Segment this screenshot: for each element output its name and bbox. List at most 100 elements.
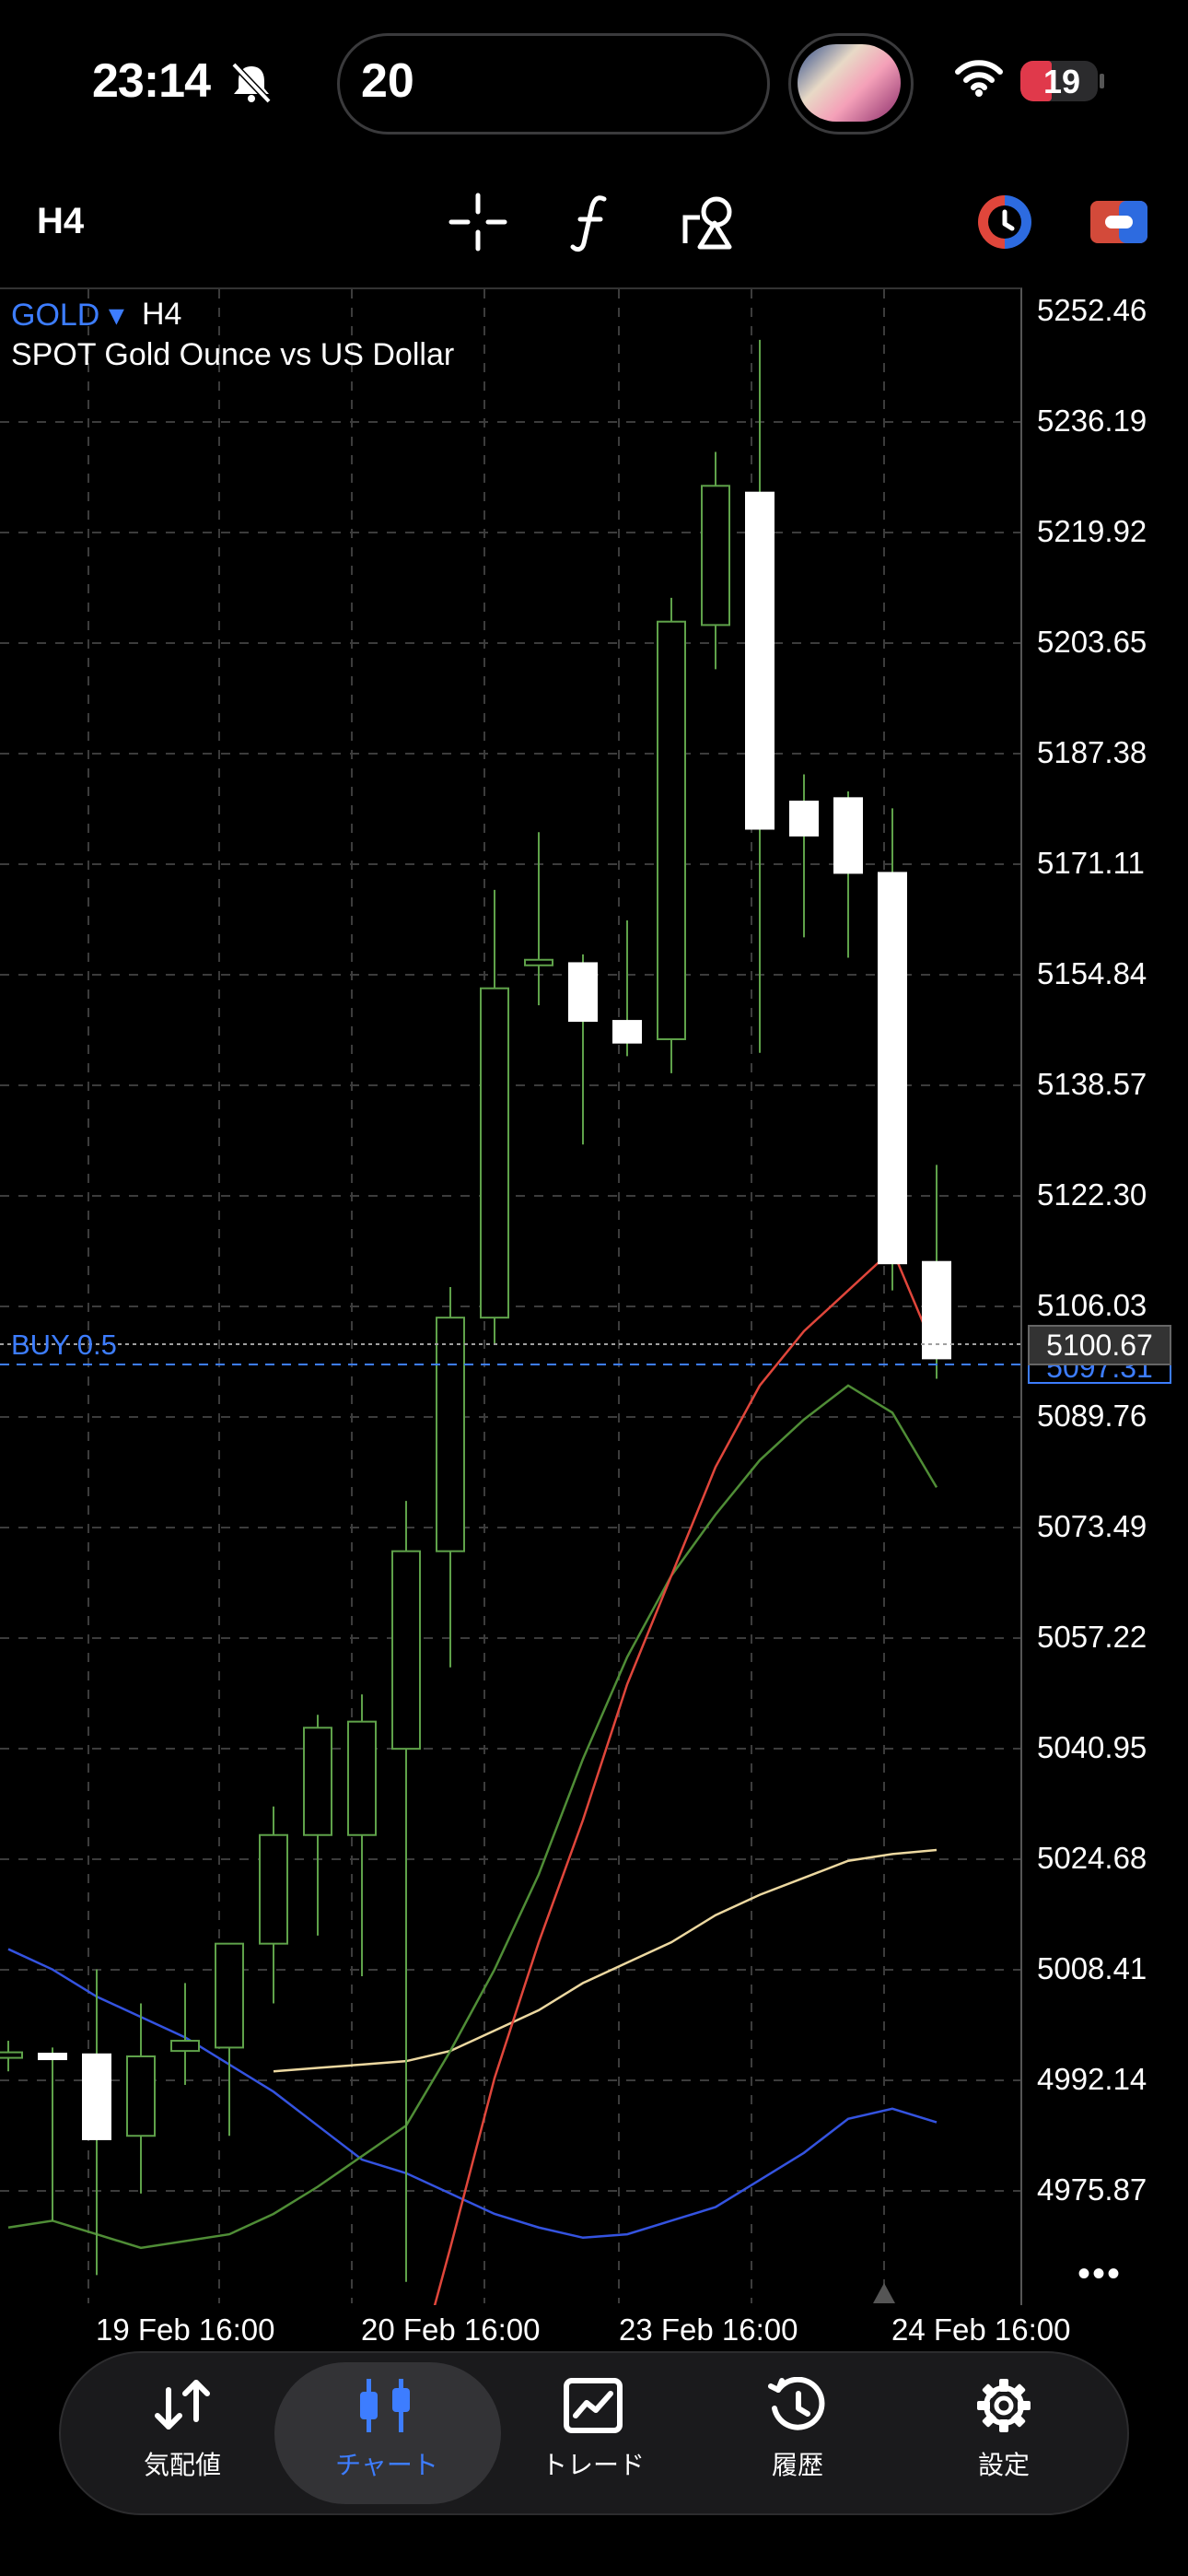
position-label[interactable]: BUY 0.5	[11, 1329, 117, 1361]
quotes-arrows-icon	[155, 2380, 210, 2430]
candle-body	[215, 1942, 244, 2049]
x-axis-label: 19 Feb 16:00	[96, 2313, 275, 2347]
y-axis-label: 5040.95	[1037, 1730, 1147, 1764]
candle	[480, 889, 509, 1345]
y-axis-label: 5154.84	[1037, 956, 1147, 990]
wifi-icon	[955, 60, 1003, 97]
candle-body	[82, 2053, 111, 2140]
candle-body	[303, 1727, 332, 1836]
candles	[0, 339, 951, 2282]
battery-percent: 19	[1042, 63, 1081, 100]
crosshair-icon[interactable]	[446, 190, 510, 254]
candle	[745, 339, 775, 1053]
candle-body	[878, 872, 907, 1265]
y-axis-label: 5122.30	[1037, 1177, 1147, 1212]
tab-quotes[interactable]: 気配値	[90, 2377, 274, 2482]
candle	[347, 1694, 377, 1977]
y-axis-label: 5171.11	[1037, 846, 1145, 880]
candle-body	[657, 620, 686, 1040]
y-axis-label: 4975.87	[1037, 2172, 1147, 2207]
candle	[126, 2003, 156, 2194]
y-axis-label: 5008.41	[1037, 1951, 1147, 1985]
more-icon[interactable]: •••	[1077, 2254, 1123, 2294]
candle	[170, 1983, 200, 2085]
candle-body	[922, 1260, 951, 1360]
one-click-trading-icon[interactable]	[973, 190, 1037, 254]
y-axis-label: 5073.49	[1037, 1509, 1147, 1543]
candle-body	[789, 801, 819, 837]
candle-body	[568, 962, 598, 1023]
symbol-description: SPOT Gold Ounce vs US Dollar	[11, 337, 455, 372]
y-axis-label: 5219.92	[1037, 514, 1147, 548]
function-icon[interactable]	[560, 190, 624, 254]
candle	[436, 1286, 465, 1668]
x-axis-label: 20 Feb 16:00	[361, 2313, 541, 2347]
candle-body	[480, 987, 509, 1319]
symbol-name[interactable]: GOLD ▾	[11, 298, 124, 333]
timeframe-button[interactable]: H4	[37, 201, 85, 241]
y-axis-label: 5138.57	[1037, 1067, 1147, 1101]
candle-body	[612, 1020, 642, 1044]
chart-timeframe: H4	[142, 297, 182, 332]
live-activity-avatar	[798, 44, 901, 122]
tab-trade-label: トレード	[541, 2451, 645, 2479]
candle-body	[701, 485, 730, 626]
tab-history[interactable]: 履歴	[705, 2377, 890, 2482]
x-axis-label: 24 Feb 16:00	[891, 2313, 1071, 2347]
candle	[568, 954, 598, 1145]
current-price-tag: 5100.67	[1028, 1325, 1171, 1365]
ma-yellow-line	[273, 1848, 938, 2073]
y-axis-label: 5236.19	[1037, 404, 1147, 438]
candle	[524, 832, 553, 1006]
candle-body	[259, 1833, 288, 1945]
moving-averages	[7, 1247, 938, 2305]
candle	[259, 1806, 288, 2004]
y-axis-label: 4992.14	[1037, 2062, 1147, 2096]
position-price-tag: 5097.31	[1028, 1364, 1171, 1384]
battery-level	[1020, 61, 1052, 101]
candle-body	[436, 1317, 465, 1552]
last-bar-marker	[873, 2283, 895, 2303]
objects-icon[interactable]	[678, 190, 742, 254]
y-axis-label: 5252.46	[1037, 293, 1147, 327]
price-chart[interactable]	[0, 287, 1022, 2305]
candle	[391, 1501, 421, 2282]
status-time: 23:14	[92, 54, 211, 108]
candle	[657, 597, 686, 1073]
candle-body	[38, 2053, 67, 2061]
candle	[833, 790, 863, 958]
candle-body	[170, 2040, 200, 2053]
horizontal-grid	[0, 421, 1020, 2192]
x-axis-label: 23 Feb 16:00	[619, 2313, 798, 2347]
tab-chart[interactable]: チャート	[295, 2377, 479, 2482]
candle-body	[833, 797, 863, 874]
candle	[0, 2041, 23, 2072]
candle-body	[391, 1550, 421, 1751]
y-axis-label: 5024.68	[1037, 1841, 1147, 1875]
chart-area[interactable]	[0, 287, 1022, 2305]
bell-off-icon	[231, 62, 272, 103]
tab-trade[interactable]: トレード	[501, 2377, 685, 2482]
ma-red-line	[433, 1247, 938, 2305]
candle-body	[0, 2051, 23, 2059]
trade-mode-icon[interactable]	[1087, 190, 1151, 254]
live-activity-avatar-wrap[interactable]	[788, 33, 914, 135]
ma-blue-line	[7, 1948, 938, 2240]
candle-body	[524, 958, 553, 966]
candle-body	[745, 491, 775, 830]
y-axis-label: 5106.03	[1037, 1288, 1147, 1322]
symbol-dropdown-icon[interactable]: ▾	[108, 298, 124, 333]
tab-settings[interactable]: 設定	[912, 2377, 1096, 2482]
chart-candles-icon	[360, 2379, 410, 2432]
battery-nub	[1100, 74, 1104, 88]
candle	[701, 451, 730, 670]
candle	[922, 1165, 951, 1379]
tab-quotes-label: 気配値	[143, 2451, 221, 2479]
settings-gear-icon	[977, 2379, 1031, 2432]
trade-chart-icon	[564, 2378, 623, 2433]
ma-green-line	[7, 1384, 938, 2250]
candle	[612, 920, 642, 1057]
dynamic-island[interactable]	[337, 33, 770, 135]
y-axis-label: 5089.76	[1037, 1399, 1147, 1433]
active-tab-highlight	[274, 2362, 501, 2504]
